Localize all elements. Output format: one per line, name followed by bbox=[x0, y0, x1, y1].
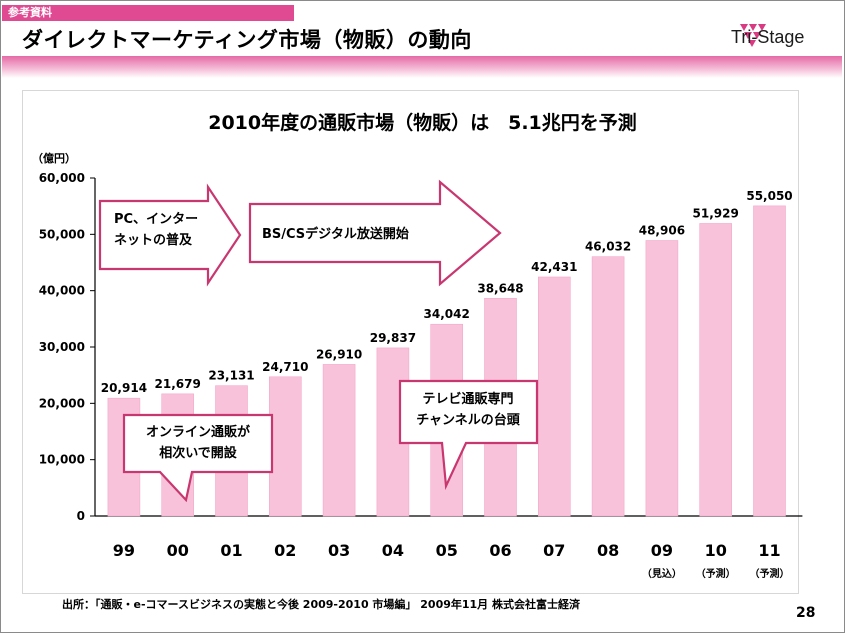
callout-tv-line2: チャンネルの台頭 bbox=[416, 412, 521, 428]
y-tick-label: 40,000 bbox=[39, 284, 85, 298]
arrow-pc-internet bbox=[98, 183, 242, 287]
bar-02 bbox=[268, 376, 302, 517]
y-tick-label: 30,000 bbox=[39, 340, 85, 354]
bar-07 bbox=[537, 276, 571, 517]
chart-title: 2010年度の通販市場（物販）は 5.1兆円を予測 bbox=[208, 112, 637, 134]
arrow-pc-line1: PC、インター bbox=[114, 212, 198, 227]
reference-tag: 参考資料 bbox=[2, 5, 294, 21]
x-tick-label-07: 07 bbox=[543, 541, 565, 560]
bar-08 bbox=[591, 256, 625, 517]
x-tick-label-11: 11 bbox=[758, 541, 780, 560]
value-label-10: 51,929 bbox=[693, 206, 739, 220]
page-number: 28 bbox=[796, 605, 816, 621]
bar-11 bbox=[753, 205, 786, 517]
callout-tv-line1: テレビ通販専門 bbox=[422, 391, 513, 407]
x-note-10: （予測） bbox=[696, 567, 736, 580]
y-tick-label: 0 bbox=[77, 509, 85, 523]
value-label-11: 55,050 bbox=[746, 189, 792, 203]
x-tick-label-03: 03 bbox=[328, 541, 350, 560]
value-label-02: 24,710 bbox=[262, 360, 308, 374]
tri-stage-logo-icon bbox=[740, 24, 766, 47]
y-tick-label: 50,000 bbox=[39, 227, 85, 241]
value-label-01: 23,131 bbox=[208, 369, 254, 383]
arrow-bs-cs bbox=[248, 179, 502, 287]
value-label-05: 34,042 bbox=[424, 307, 470, 321]
x-tick-label-99: 99 bbox=[113, 541, 135, 560]
header-band bbox=[2, 56, 842, 78]
source-note: 出所：「通販・e-コマースビジネスの実態と今後 2009-2010 市場編」 2… bbox=[62, 598, 581, 611]
bar-03 bbox=[322, 364, 356, 517]
x-tick-label-08: 08 bbox=[597, 541, 619, 560]
value-label-06: 38,648 bbox=[477, 281, 523, 295]
value-label-09: 48,906 bbox=[639, 223, 685, 237]
bar-09 bbox=[645, 240, 679, 517]
value-label-07: 42,431 bbox=[531, 260, 577, 274]
x-tick-label-04: 04 bbox=[382, 541, 404, 560]
slide-title: ダイレクトマーケティング市場（物販）の動向 bbox=[22, 28, 472, 52]
x-tick-label-01: 01 bbox=[220, 541, 242, 560]
logo-text: Tri-Stage bbox=[731, 27, 805, 47]
value-label-08: 46,032 bbox=[585, 240, 631, 254]
callout-online-line2: 相次いで開設 bbox=[159, 445, 238, 461]
arrow-bs-cs-text: BS/CSデジタル放送開始 bbox=[262, 226, 409, 242]
value-label-03: 26,910 bbox=[316, 347, 362, 361]
callout-online bbox=[122, 413, 274, 503]
value-label-00: 21,679 bbox=[155, 377, 201, 391]
y-axis-unit: （億円） bbox=[32, 151, 76, 165]
value-label-99: 20,914 bbox=[101, 381, 147, 395]
x-note-09: （見込） bbox=[642, 567, 682, 580]
callout-tv bbox=[398, 379, 539, 491]
callout-online-line1: オンライン通販が bbox=[146, 424, 250, 440]
arrow-pc-line2: ネットの普及 bbox=[114, 232, 193, 248]
y-tick-label: 20,000 bbox=[39, 396, 85, 410]
value-label-04: 29,837 bbox=[370, 331, 416, 345]
x-tick-label-05: 05 bbox=[436, 541, 458, 560]
x-tick-label-10: 10 bbox=[705, 541, 727, 560]
x-tick-label-02: 02 bbox=[274, 541, 296, 560]
x-note-11: （予測） bbox=[750, 567, 790, 580]
x-tick-label-09: 09 bbox=[651, 541, 673, 560]
y-tick-label: 60,000 bbox=[39, 171, 85, 185]
x-tick-label-06: 06 bbox=[489, 541, 511, 560]
y-tick-label: 10,000 bbox=[39, 453, 85, 467]
x-tick-label-00: 00 bbox=[167, 541, 189, 560]
bar-10 bbox=[699, 223, 733, 517]
